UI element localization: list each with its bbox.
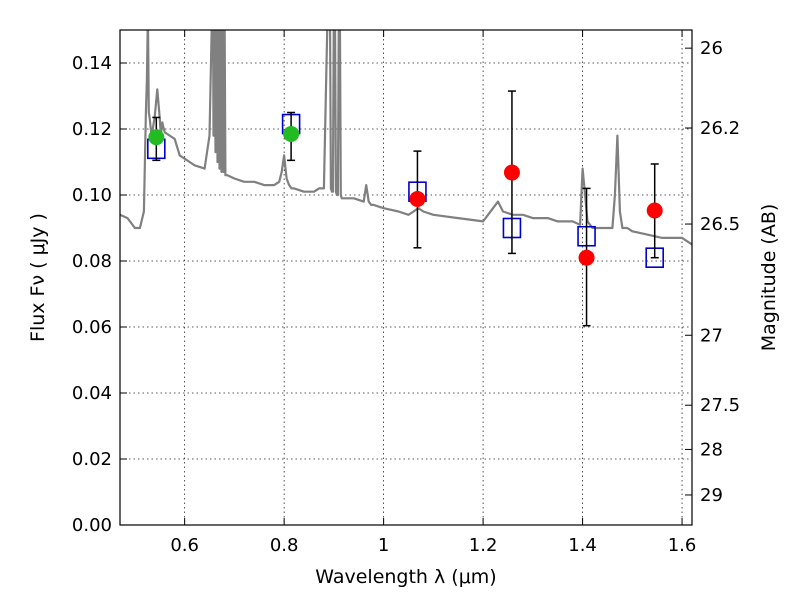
x-axis-label-text: Wavelength λ (μm) [315,566,496,588]
mag-tick-label: 26.5 [700,214,740,235]
spectrum-layer [120,30,692,246]
mag-tick-label: 26 [700,38,723,59]
observation-point [409,190,426,207]
grid-lines [120,30,692,525]
mag-tick-label: 28 [700,439,723,460]
mag-tick-label: 29 [700,485,723,506]
axis-ticks: 0.6 0.8 1 1.2 1.4 1.6 0.00 0.02 0.04 0.06 0.08 0.10… [72,30,740,556]
y2-axis-label-text: Magnitude (AB) [758,204,780,352]
y-tick-label: 0.08 [72,251,112,272]
observation-point [578,249,595,266]
observation-point [503,164,520,181]
y-axis-label-text: Flux Fν ( μJy ) [27,213,49,342]
observation-point [646,202,663,219]
mag-tick-label: 27.5 [700,395,740,416]
spectrum-line [120,30,692,246]
plot-frame [119,29,693,526]
y-axis-label: Flux Fν ( μJy ) [27,213,49,342]
y-tick-label: 0.02 [72,449,112,470]
y-tick-label: 0.10 [72,185,112,206]
y-tick-label: 0.12 [72,119,112,140]
x-axis-label: Wavelength λ (μm) [315,566,496,588]
x-tick-label: 1.6 [668,535,697,556]
mag-tick-label: 26.2 [700,118,740,139]
y-tick-label: 0.06 [72,317,112,338]
x-tick-label: 1.4 [568,535,597,556]
x-tick-label: 0.8 [270,535,299,556]
y2-axis-label: Magnitude (AB) [758,204,780,352]
x-tick-label: 0.6 [170,535,199,556]
x-tick-label: 1.2 [469,535,498,556]
y-tick-label: 0.04 [72,383,112,404]
observation-point [283,125,300,142]
observation-point [148,129,165,146]
x-tick-label: 1 [378,535,389,556]
mag-tick-label: 27 [700,325,723,346]
y-tick-label: 0.00 [72,515,112,536]
data-points-layer [147,90,664,327]
y-tick-label: 0.14 [72,53,112,74]
